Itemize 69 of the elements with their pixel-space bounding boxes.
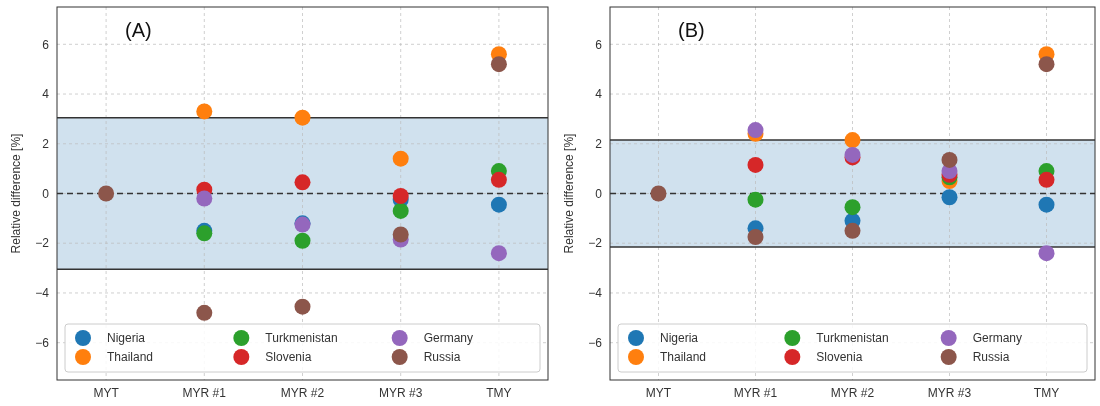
text: (B) (678, 19, 705, 41)
x-tick-label: MYR #2 (280, 386, 325, 400)
y-tick-label: 0 (595, 186, 603, 201)
point (747, 156, 764, 173)
x-tick-label: MYT (93, 386, 120, 400)
point (294, 298, 311, 315)
point (941, 189, 958, 206)
point (98, 185, 115, 202)
legend-label: Thailand (107, 350, 154, 365)
point (392, 226, 409, 243)
point (392, 150, 409, 167)
point (844, 222, 861, 239)
x-tick-label: MYR #1 (733, 386, 778, 400)
point (490, 56, 507, 73)
x-tick-label: MYR #1 (182, 386, 227, 400)
point (1038, 171, 1055, 188)
point (490, 245, 507, 262)
y-tick-label: 4 (595, 87, 603, 102)
x-tick-label: MYR #3 (379, 386, 423, 400)
point (294, 109, 311, 126)
point (490, 171, 507, 188)
legend-label: Slovenia (816, 350, 863, 365)
point (294, 232, 311, 249)
y-tick-label: −4 (35, 286, 50, 301)
y-tick-label: 2 (595, 136, 603, 151)
x-tick-label: TMY (486, 386, 512, 400)
legend-label: Nigeria (660, 331, 699, 346)
y-tick-label: −2 (35, 236, 50, 251)
y-tick-label: 6 (595, 37, 603, 52)
point (196, 103, 213, 120)
point (941, 151, 958, 168)
legend-label: Russia (423, 350, 461, 365)
point (490, 196, 507, 213)
point (1038, 245, 1055, 262)
legend-label: Thailand (660, 350, 707, 365)
point (747, 191, 764, 208)
x-tick-label: MYR #3 (927, 386, 972, 400)
y-tick-label: 6 (42, 37, 50, 52)
legend-label: Germany (972, 331, 1023, 346)
legend-label: Slovenia (265, 350, 312, 365)
point (747, 229, 764, 245)
legend-label: Turkmenistan (816, 331, 889, 346)
point (392, 188, 409, 204)
point (1038, 56, 1055, 73)
y-tick-label: 0 (42, 186, 50, 201)
y-tick-label: −4 (588, 286, 603, 301)
y-axis-title: Relative difference [%] (9, 133, 23, 254)
legend-label: Russia (972, 350, 1010, 365)
point (196, 190, 213, 207)
y-tick-label: 4 (42, 87, 50, 102)
point (1038, 196, 1055, 213)
legend-label: Germany (423, 331, 474, 346)
x-tick-label: MYR #2 (830, 386, 875, 400)
legend-label: Turkmenistan (265, 331, 338, 346)
point (392, 202, 409, 219)
point (844, 132, 861, 149)
point (650, 185, 667, 202)
x-tick-label: TMY (1033, 386, 1060, 400)
text: (A) (125, 19, 152, 41)
y-tick-label: −2 (588, 236, 603, 251)
y-tick-label: 2 (42, 136, 50, 151)
x-tick-label: MYT (645, 386, 672, 400)
point (844, 199, 861, 216)
point (196, 304, 213, 321)
y-tick-label: −6 (35, 335, 50, 350)
y-axis-title: Relative difference [%] (562, 133, 576, 254)
point (294, 174, 311, 191)
y-tick-label: −6 (588, 335, 603, 350)
legend-label: Nigeria (107, 331, 146, 346)
